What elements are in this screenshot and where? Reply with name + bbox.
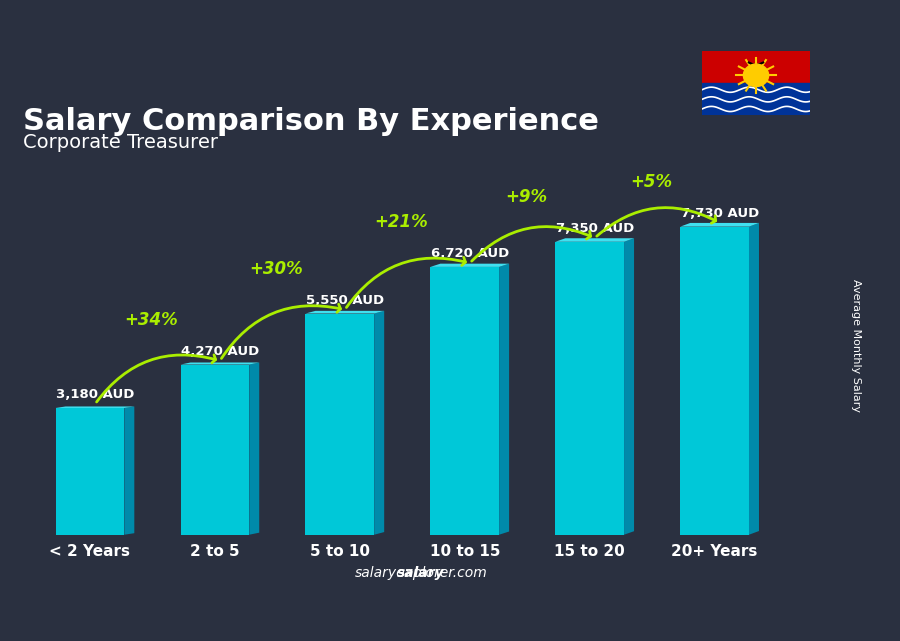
- Polygon shape: [500, 263, 509, 535]
- Polygon shape: [680, 227, 749, 535]
- Polygon shape: [624, 238, 634, 535]
- Bar: [702, 83, 810, 115]
- Polygon shape: [181, 363, 259, 365]
- Text: salaryexplorer.com: salaryexplorer.com: [355, 566, 488, 580]
- Circle shape: [743, 64, 769, 87]
- Polygon shape: [249, 363, 259, 535]
- Text: 4,270 AUD: 4,270 AUD: [181, 345, 259, 358]
- Polygon shape: [680, 223, 759, 227]
- Text: 6,720 AUD: 6,720 AUD: [430, 247, 508, 260]
- Polygon shape: [305, 311, 384, 313]
- Polygon shape: [56, 408, 124, 535]
- Text: +5%: +5%: [630, 172, 672, 190]
- Polygon shape: [749, 223, 759, 535]
- Text: 5,550 AUD: 5,550 AUD: [306, 294, 384, 306]
- Text: Corporate Treasurer: Corporate Treasurer: [23, 133, 218, 153]
- Text: 7,730 AUD: 7,730 AUD: [680, 207, 759, 220]
- Text: +9%: +9%: [505, 188, 547, 206]
- Polygon shape: [305, 313, 374, 535]
- Text: Average Monthly Salary: Average Monthly Salary: [851, 279, 861, 412]
- Polygon shape: [56, 406, 134, 408]
- Text: salary: salary: [397, 566, 445, 580]
- Polygon shape: [555, 242, 624, 535]
- Polygon shape: [124, 406, 134, 535]
- Text: +21%: +21%: [374, 213, 428, 231]
- Polygon shape: [374, 311, 384, 535]
- Polygon shape: [181, 365, 249, 535]
- Text: Salary Comparison By Experience: Salary Comparison By Experience: [23, 107, 599, 136]
- Polygon shape: [430, 263, 509, 267]
- Text: 3,180 AUD: 3,180 AUD: [56, 388, 134, 401]
- Bar: [702, 51, 810, 83]
- Text: +30%: +30%: [249, 260, 303, 278]
- Polygon shape: [555, 238, 634, 242]
- Text: +34%: +34%: [124, 310, 178, 329]
- Text: 7,350 AUD: 7,350 AUD: [555, 222, 634, 235]
- Polygon shape: [430, 267, 500, 535]
